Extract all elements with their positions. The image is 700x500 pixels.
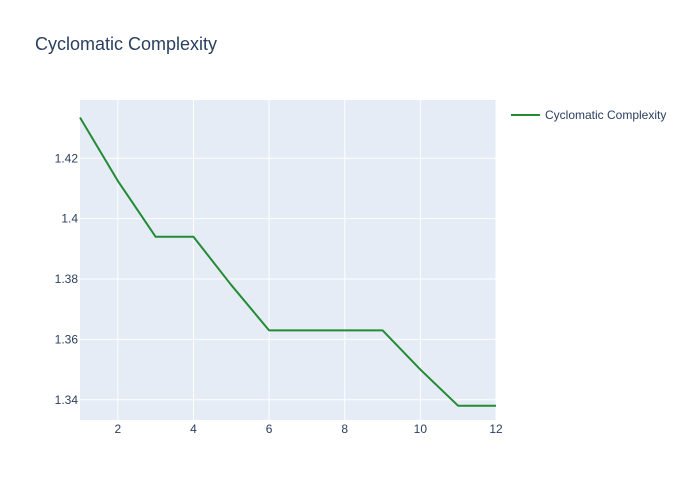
y-tick-label: 1.38 — [55, 272, 79, 286]
plot-area — [80, 100, 496, 420]
series-layer — [79, 116, 496, 407]
x-tick-label: 8 — [341, 422, 348, 436]
chart-title: Cyclomatic Complexity — [35, 34, 217, 54]
x-tick-label: 10 — [414, 422, 428, 436]
legend[interactable]: Cyclomatic Complexity — [511, 108, 666, 122]
x-tick-label: 12 — [489, 422, 503, 436]
x-tick-label: 2 — [114, 422, 121, 436]
x-tick-label: 6 — [266, 422, 273, 436]
legend-label: Cyclomatic Complexity — [545, 108, 666, 122]
series-line — [79, 116, 496, 407]
y-tick-label: 1.42 — [55, 151, 79, 165]
x-gridlines — [117, 100, 497, 420]
y-tick-label: 1.4 — [61, 212, 78, 226]
x-axis-ticks: 2 4 6 8 10 12 — [114, 422, 503, 436]
y-tick-label: 1.36 — [55, 332, 79, 346]
y-tick-label: 1.34 — [55, 393, 79, 407]
x-tick-label: 4 — [190, 422, 197, 436]
y-gridlines — [80, 157, 496, 401]
y-axis-ticks: 1.34 1.36 1.38 1.4 1.42 — [55, 151, 79, 407]
